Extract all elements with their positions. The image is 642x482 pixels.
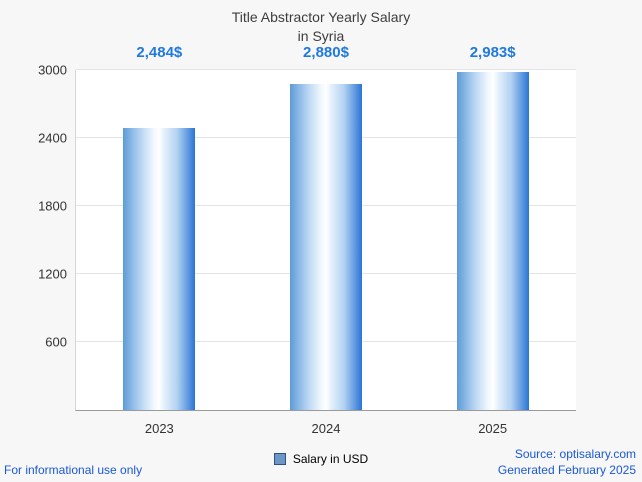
source-block: Source: optisalary.com Generated Februar… [498, 446, 636, 478]
gridline [76, 69, 576, 70]
disclaimer-text: For informational use only [4, 463, 143, 477]
chart-title-line1: Title Abstractor Yearly Salary [231, 9, 411, 25]
x-axis-tick-label: 2025 [478, 421, 508, 436]
y-axis-tick-label: 2400 [38, 130, 67, 146]
bar-value-label: 2,880$ [303, 44, 349, 61]
source-text: Source: optisalary.com [514, 446, 636, 461]
bar-2025[interactable] [456, 71, 529, 410]
x-axis-tick-label: 2023 [144, 421, 174, 436]
y-axis-tick-label: 1200 [38, 266, 67, 282]
chart-title-line2: in Syria [297, 27, 345, 44]
chart-title: Title Abstractor Yearly Salary in Syria [0, 8, 642, 46]
legend: Salary in USD [0, 452, 642, 466]
bar-2023[interactable] [123, 128, 196, 410]
y-axis-tick-label: 600 [45, 334, 67, 350]
bar-value-label: 2,983$ [469, 44, 516, 61]
x-axis-tick-label: 2024 [311, 421, 341, 436]
bar-value-label: 2,484$ [136, 44, 183, 61]
plot-area: 600 1200 1800 2400 3000 2,484$ 2023 2,880$ 2024 2… [38, 44, 576, 436]
y-axis-tick-label: 3000 [38, 62, 67, 78]
legend-swatch-icon [273, 453, 286, 465]
legend-label: Salary in USD [292, 452, 369, 466]
bar-2024[interactable] [290, 83, 362, 410]
generated-text: Generated February 2025 [497, 462, 636, 477]
y-axis-tick-label: 1800 [38, 198, 67, 214]
